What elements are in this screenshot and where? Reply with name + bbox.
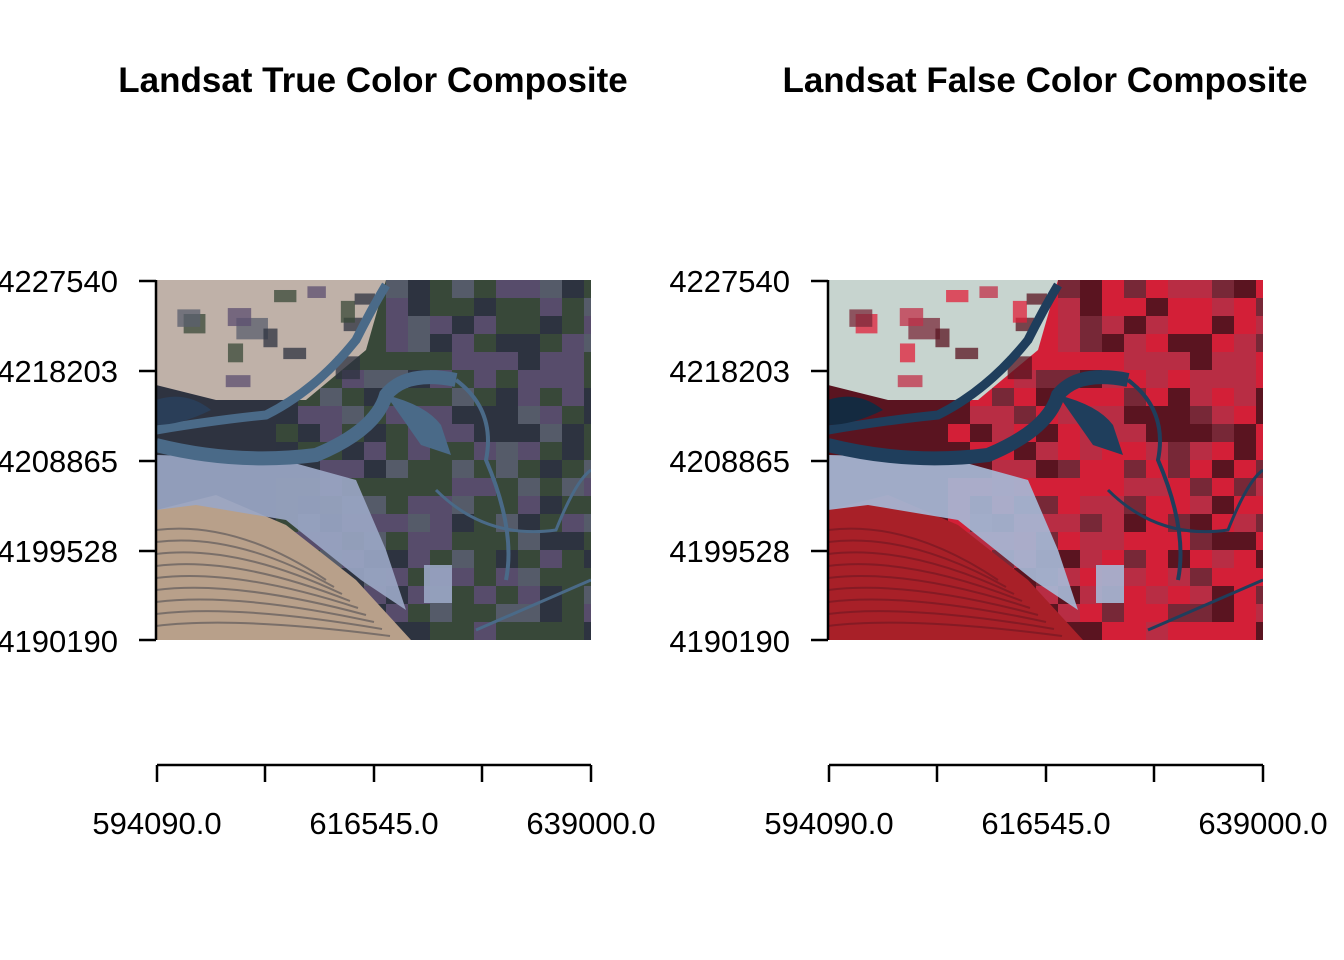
panel-title: Landsat False Color Composite <box>782 61 1307 100</box>
x-tick-label: 594090.0 <box>92 806 221 841</box>
false-color-satellite-image <box>828 280 1263 640</box>
y-tick-label: 4218203 <box>0 354 118 389</box>
y-tick-label: 4208865 <box>0 444 118 479</box>
y-tick-label: 4227540 <box>0 264 118 299</box>
x-tick-label: 616545.0 <box>981 806 1110 841</box>
x-tick-label: 639000.0 <box>1198 806 1327 841</box>
y-axis: 4227540 4218203 4208865 4199528 4190190 <box>0 264 158 659</box>
x-tick-label: 594090.0 <box>764 806 893 841</box>
y-tick-label: 4208865 <box>669 444 790 479</box>
y-tick-label: 4199528 <box>669 534 790 569</box>
panel-title: Landsat True Color Composite <box>118 61 628 100</box>
y-tick-label: 4199528 <box>0 534 118 569</box>
panel-true-color: Landsat True Color Composite 4227540 421… <box>0 61 656 841</box>
y-tick-label: 4227540 <box>669 264 790 299</box>
panel-false-color: Landsat False Color Composite 4227540 42… <box>669 61 1327 841</box>
y-tick-label: 4190190 <box>669 624 790 659</box>
x-axis: 594090.0 616545.0 639000.0 <box>92 763 656 841</box>
y-tick-label: 4190190 <box>0 624 118 659</box>
x-tick-label: 639000.0 <box>526 806 655 841</box>
x-axis: 594090.0 616545.0 639000.0 <box>764 763 1328 841</box>
true-color-satellite-image <box>156 280 591 640</box>
y-tick-label: 4218203 <box>669 354 790 389</box>
x-tick-label: 616545.0 <box>309 806 438 841</box>
y-axis: 4227540 4218203 4208865 4199528 4190190 <box>669 264 830 659</box>
